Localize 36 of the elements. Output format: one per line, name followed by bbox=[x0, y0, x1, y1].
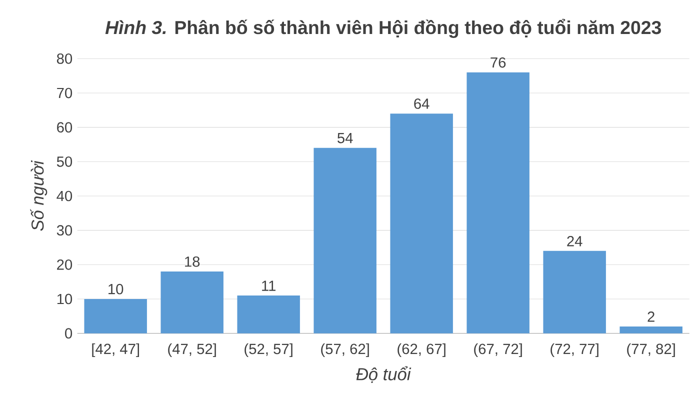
x-tick-label: (77, 82] bbox=[627, 343, 675, 358]
bar bbox=[543, 250, 606, 334]
x-tick-label: (67, 72] bbox=[474, 343, 522, 358]
x-tick-label: (57, 62] bbox=[321, 343, 369, 358]
data-label: 76 bbox=[490, 57, 506, 68]
y-tick-label: 30 bbox=[56, 225, 72, 236]
data-label: 54 bbox=[338, 132, 353, 144]
chart-title: Hình 3. Phân bố số thành viên Hội đồng theo độ tuổi năm 2023 bbox=[105, 18, 661, 38]
bar bbox=[314, 148, 376, 334]
bar bbox=[466, 72, 530, 334]
data-label: 18 bbox=[185, 256, 200, 267]
x-tick-label: (47, 52] bbox=[168, 343, 216, 358]
bar bbox=[237, 296, 300, 334]
y-tick-label: 10 bbox=[57, 294, 72, 304]
y-tick-label: 40 bbox=[56, 190, 72, 202]
y-tick-label: 50 bbox=[56, 156, 72, 167]
y-tick-label: 70 bbox=[57, 88, 72, 98]
data-label: 11 bbox=[262, 280, 276, 291]
x-tick-label: [42, 47] bbox=[92, 343, 139, 358]
bar bbox=[160, 272, 224, 334]
x-axis-title: Độ tuổi bbox=[356, 366, 412, 383]
y-tick-label: 0 bbox=[65, 328, 72, 339]
x-tick-label: (62, 67] bbox=[398, 343, 446, 358]
data-label: 24 bbox=[567, 236, 582, 246]
bar bbox=[620, 326, 682, 334]
bar bbox=[84, 298, 147, 334]
y-tick-label: 20 bbox=[57, 259, 72, 270]
y-tick-label: 60 bbox=[57, 122, 72, 133]
bar bbox=[390, 114, 453, 334]
y-axis-title: Số người bbox=[30, 160, 48, 231]
y-tick-label: 80 bbox=[56, 53, 72, 64]
x-tick-label: (52, 57] bbox=[244, 343, 292, 358]
data-label: 10 bbox=[108, 284, 124, 294]
data-label: 64 bbox=[414, 98, 430, 109]
x-tick-label: (72, 77] bbox=[550, 343, 598, 358]
data-label: 2 bbox=[648, 312, 654, 322]
